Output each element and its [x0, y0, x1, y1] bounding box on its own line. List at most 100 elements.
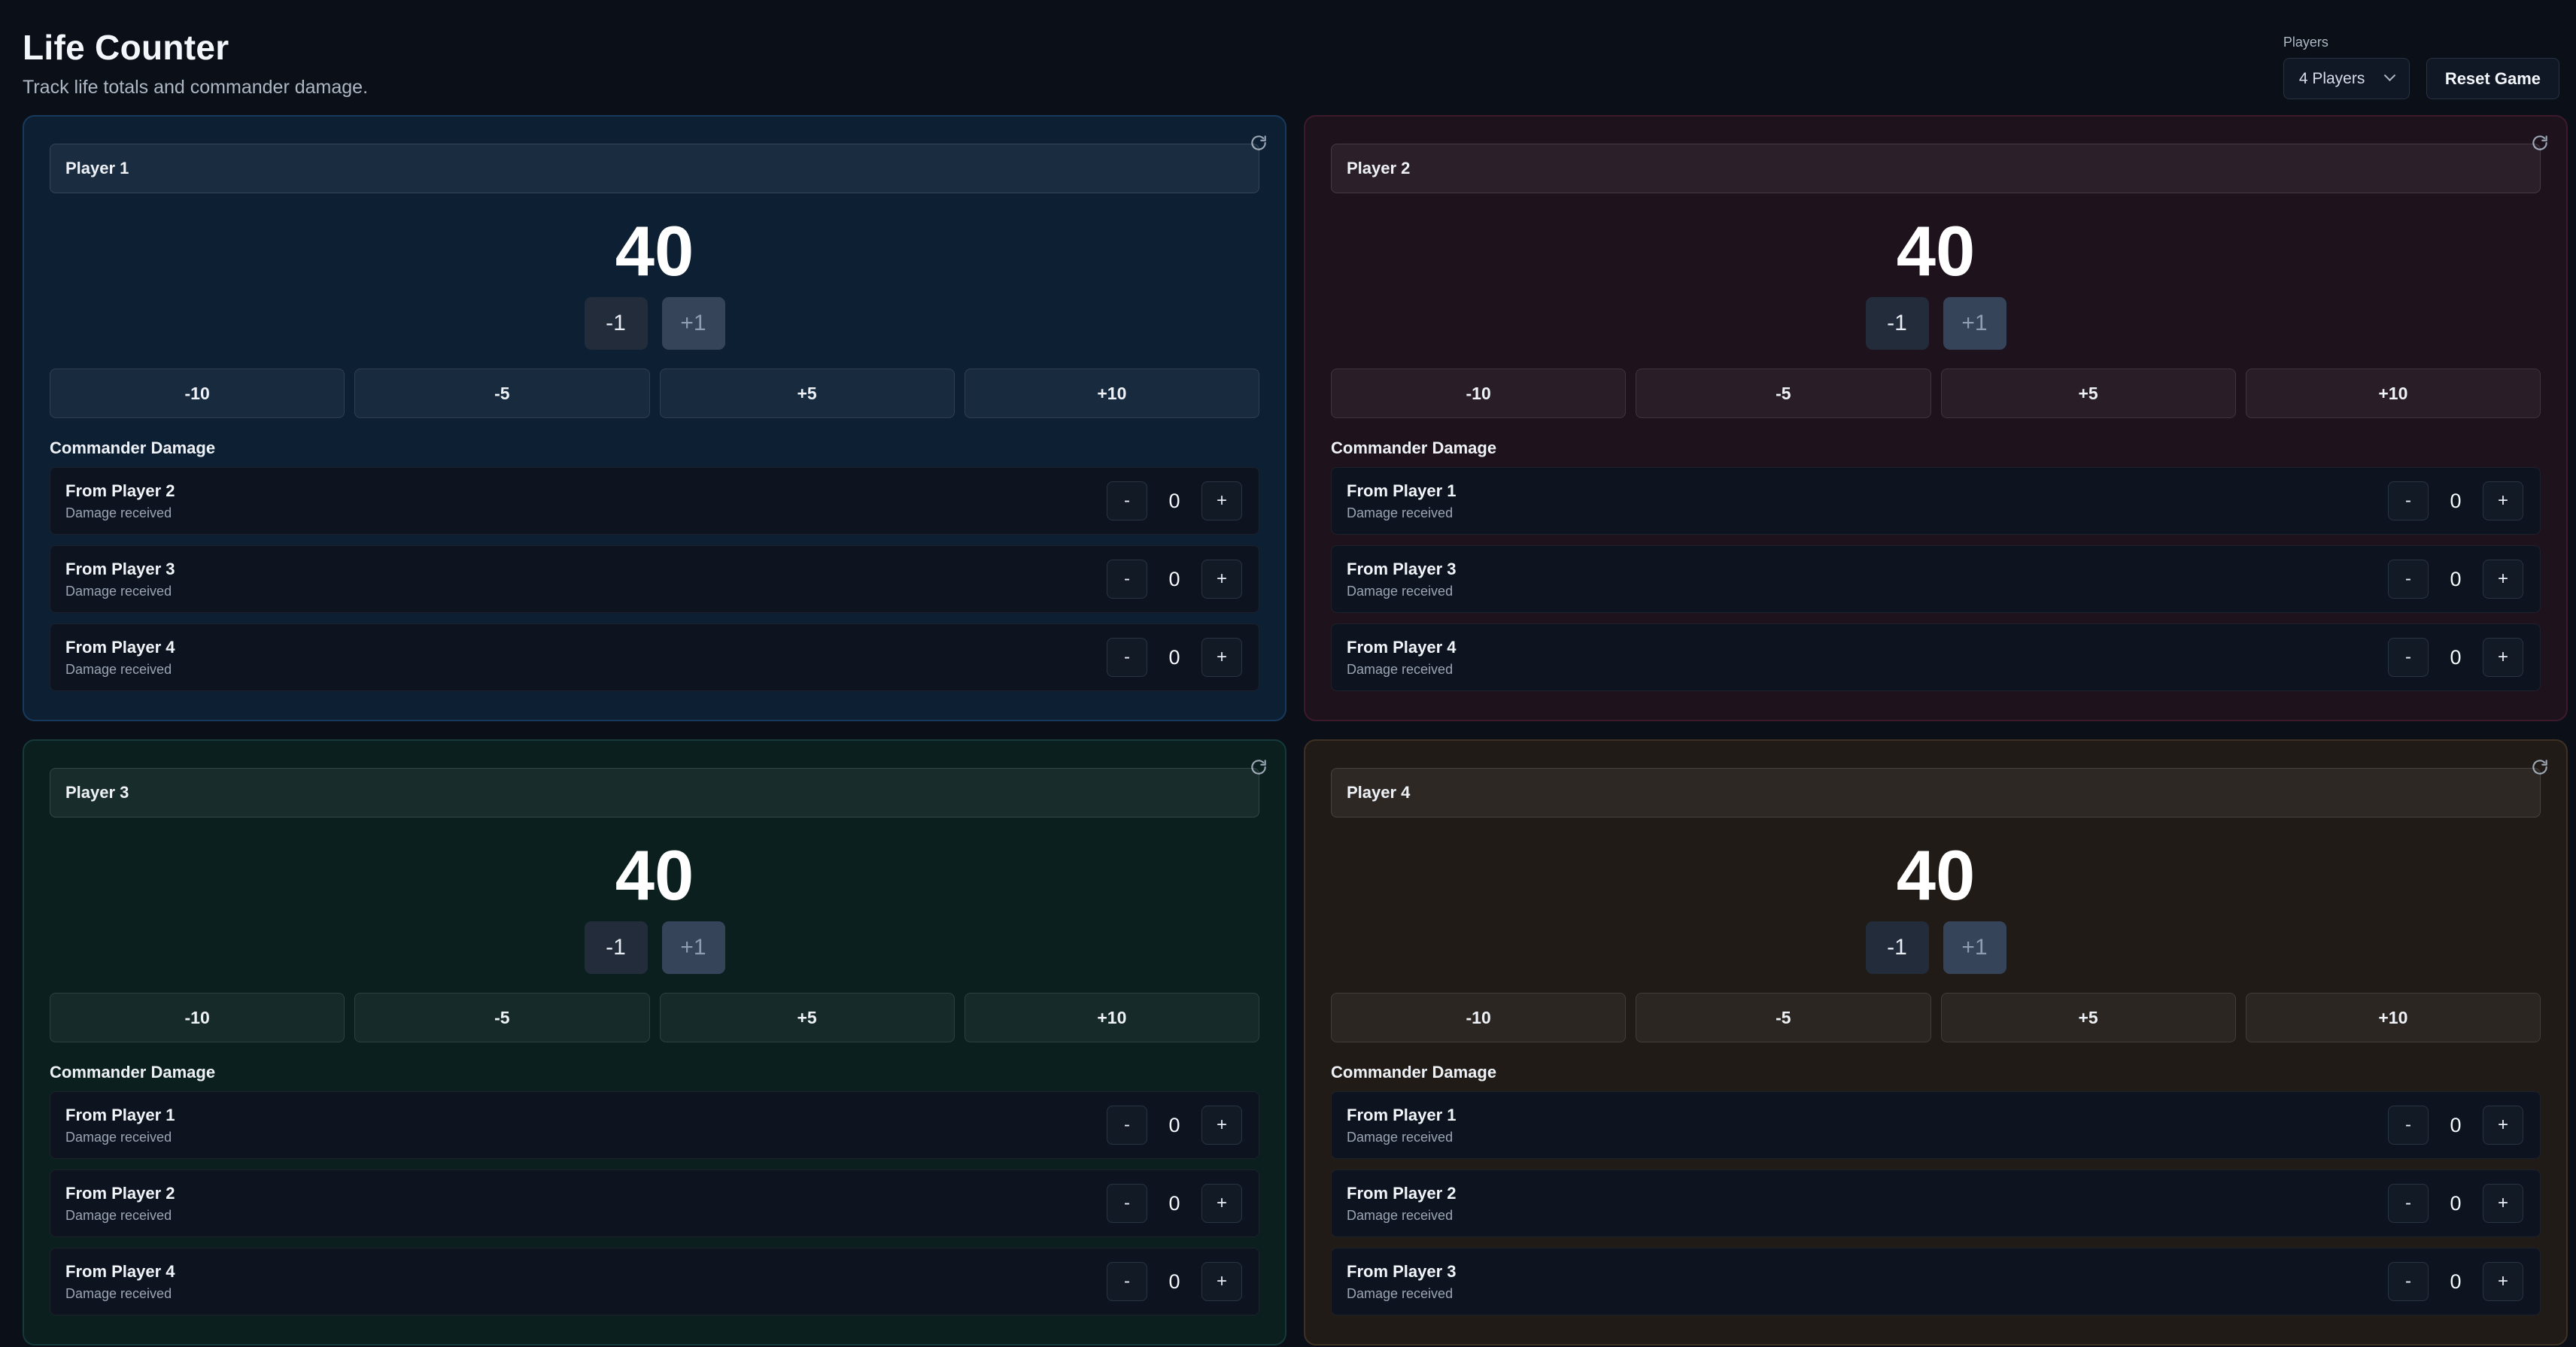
plus-one-button[interactable]: +1 [1943, 297, 2006, 350]
increment-button[interactable]: + [2483, 481, 2523, 520]
commander-sub: Damage received [1347, 661, 1454, 677]
commander-sub: Damage received [65, 661, 172, 677]
plus-ten-button[interactable]: +10 [964, 369, 1259, 418]
reset-icon[interactable] [2530, 757, 2550, 777]
plus-ten-button[interactable]: +10 [2245, 369, 2541, 418]
commander-sub: Damage received [65, 1285, 172, 1301]
commander-damage-heading: Commander Damage [50, 438, 216, 457]
commander-damage-heading: Commander Damage [1331, 1063, 1497, 1082]
increment-button[interactable]: + [1201, 638, 1242, 677]
life-step-buttons: -10 -5 +5 +10 [1331, 369, 2541, 418]
increment-button[interactable]: + [2483, 1184, 2523, 1223]
decrement-button[interactable]: - [2388, 1106, 2429, 1145]
reset-icon[interactable] [1249, 757, 1268, 777]
plus-one-button[interactable]: +1 [661, 297, 725, 350]
commander-damage-value: 0 [2450, 645, 2462, 669]
decrement-button[interactable]: - [1107, 1184, 1147, 1223]
minus-ten-button[interactable]: -10 [50, 369, 345, 418]
plus-five-button[interactable]: +5 [1940, 993, 2236, 1042]
increment-button[interactable]: + [1201, 1184, 1242, 1223]
decrement-button[interactable]: - [1107, 560, 1147, 599]
life-step-buttons: -10 -5 +5 +10 [50, 369, 1259, 418]
commander-source: From Player 3 [1347, 1261, 1457, 1281]
commander-damage-value: 0 [1168, 645, 1180, 669]
plus-five-button[interactable]: +5 [659, 993, 955, 1042]
players-select-value: 4 Players [2298, 69, 2365, 87]
commander-damage-value: 0 [2450, 1113, 2462, 1136]
plus-one-button[interactable]: +1 [1943, 921, 2006, 974]
page-title: Life Counter [23, 28, 229, 67]
commander-source: From Player 4 [1347, 637, 1457, 657]
minus-ten-button[interactable]: -10 [1331, 369, 1627, 418]
decrement-button[interactable]: - [2388, 1184, 2429, 1223]
commander-sub: Damage received [1347, 505, 1454, 520]
players-select-group: Players 4 Players [2283, 35, 2410, 99]
commander-source: From Player 2 [65, 1183, 175, 1203]
minus-one-button[interactable]: -1 [1865, 921, 1929, 974]
increment-button[interactable]: + [2483, 638, 2523, 677]
player-panel-3: Player 3 40 -1 +1 -10 -5 +5 +10 Commande… [23, 739, 1286, 1345]
plus-five-button[interactable]: +5 [1940, 369, 2236, 418]
decrement-button[interactable]: - [2388, 1262, 2429, 1301]
minus-ten-button[interactable]: -10 [1331, 993, 1627, 1042]
player-name-input[interactable]: Player 4 [1331, 768, 2541, 818]
decrement-button[interactable]: - [2388, 638, 2429, 677]
increment-button[interactable]: + [2483, 1262, 2523, 1301]
minus-five-button[interactable]: -5 [354, 993, 650, 1042]
minus-five-button[interactable]: -5 [1636, 369, 1931, 418]
minus-one-button[interactable]: -1 [584, 921, 648, 974]
plus-one-button[interactable]: +1 [661, 921, 725, 974]
increment-button[interactable]: + [1201, 560, 1242, 599]
chevron-down-icon [2383, 69, 2396, 82]
plus-ten-button[interactable]: +10 [2245, 993, 2541, 1042]
minus-one-button[interactable]: -1 [1865, 297, 1929, 350]
minus-one-button[interactable]: -1 [584, 297, 648, 350]
decrement-button[interactable]: - [1107, 481, 1147, 520]
decrement-button[interactable]: - [1107, 638, 1147, 677]
plus-ten-button[interactable]: +10 [964, 993, 1259, 1042]
decrement-button[interactable]: - [1107, 1106, 1147, 1145]
life-total: 40 [1896, 836, 1976, 915]
commander-sub: Damage received [65, 583, 172, 599]
reset-icon[interactable] [1249, 133, 1268, 153]
minus-ten-button[interactable]: -10 [50, 993, 345, 1042]
increment-button[interactable]: + [1201, 1106, 1242, 1145]
life-fine-controls: -1 +1 [1305, 297, 2566, 350]
commander-damage-row: From Player 3 Damage received -0 + [50, 545, 1259, 613]
commander-damage-row: From Player 2 Damage received -0 + [50, 467, 1259, 535]
player-panel-1: Player 1 40 -1 +1 -10 -5 +5 +10 Commande… [23, 115, 1286, 721]
life-total: 40 [615, 211, 694, 290]
commander-damage-row: From Player 4 Damage received -0 + [1331, 623, 2541, 691]
commander-damage-value: 0 [1168, 1113, 1180, 1136]
life-step-buttons: -10 -5 +5 +10 [50, 993, 1259, 1042]
commander-damage-value: 0 [1168, 1191, 1180, 1215]
commander-damage-row: From Player 4 Damage received -0 + [50, 623, 1259, 691]
decrement-button[interactable]: - [2388, 481, 2429, 520]
decrement-button[interactable]: - [2388, 560, 2429, 599]
life-total: 40 [1896, 211, 1976, 290]
reset-icon[interactable] [2530, 133, 2550, 153]
increment-button[interactable]: + [1201, 1262, 1242, 1301]
increment-button[interactable]: + [2483, 1106, 2523, 1145]
reset-game-button[interactable]: Reset Game [2426, 58, 2559, 99]
minus-five-button[interactable]: -5 [1636, 993, 1931, 1042]
minus-five-button[interactable]: -5 [354, 369, 650, 418]
commander-source: From Player 4 [65, 1261, 175, 1281]
commander-damage-list: From Player 1 Damage received -0 + From Pl… [1331, 1091, 2541, 1326]
player-name-input[interactable]: Player 1 [50, 144, 1259, 193]
decrement-button[interactable]: - [1107, 1262, 1147, 1301]
plus-five-button[interactable]: +5 [659, 369, 955, 418]
commander-source: From Player 3 [1347, 559, 1457, 578]
increment-button[interactable]: + [1201, 481, 1242, 520]
increment-button[interactable]: + [2483, 560, 2523, 599]
commander-damage-list: From Player 1 Damage received -0 + From Pl… [1331, 467, 2541, 702]
players-select[interactable]: 4 Players [2283, 58, 2410, 99]
player-name-input[interactable]: Player 2 [1331, 144, 2541, 193]
commander-sub: Damage received [1347, 1207, 1454, 1223]
life-total: 40 [615, 836, 694, 915]
commander-damage-row: From Player 2 Damage received -0 + [50, 1170, 1259, 1237]
player-name-input[interactable]: Player 3 [50, 768, 1259, 818]
commander-damage-value: 0 [2450, 1270, 2462, 1293]
commander-damage-row: From Player 2 Damage received -0 + [1331, 1170, 2541, 1237]
